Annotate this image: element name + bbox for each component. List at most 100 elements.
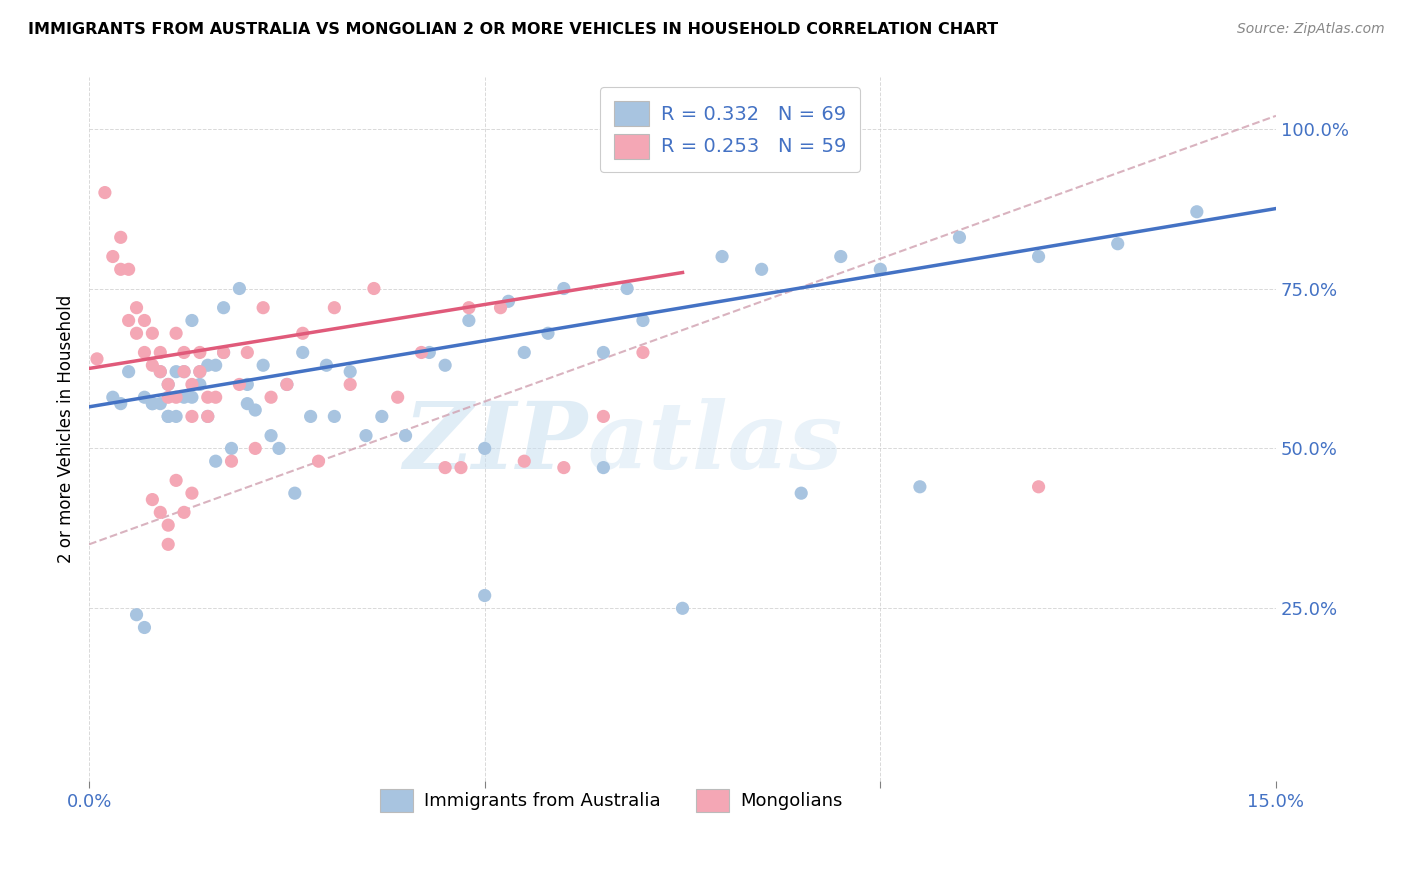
Point — [339, 365, 361, 379]
Point — [110, 230, 132, 244]
Point — [553, 281, 575, 295]
Point — [173, 365, 195, 379]
Point — [141, 326, 163, 341]
Point — [204, 454, 226, 468]
Point — [457, 301, 479, 315]
Point — [267, 442, 290, 456]
Point — [134, 345, 156, 359]
Point — [149, 365, 172, 379]
Point — [212, 345, 235, 359]
Point — [173, 390, 195, 404]
Point — [125, 607, 148, 622]
Point — [711, 250, 734, 264]
Point — [212, 301, 235, 315]
Point — [141, 397, 163, 411]
Point — [165, 326, 187, 341]
Point — [141, 358, 163, 372]
Text: ZIP: ZIP — [404, 399, 588, 488]
Point — [830, 250, 852, 264]
Point — [117, 313, 139, 327]
Point — [315, 358, 337, 372]
Point — [173, 505, 195, 519]
Point — [245, 403, 267, 417]
Point — [323, 301, 346, 315]
Point — [94, 186, 117, 200]
Point — [110, 262, 132, 277]
Point — [434, 358, 457, 372]
Point — [117, 262, 139, 277]
Point — [474, 442, 496, 456]
Point — [592, 409, 614, 424]
Point — [790, 486, 813, 500]
Point — [363, 281, 385, 295]
Point — [212, 345, 235, 359]
Point — [457, 313, 479, 327]
Point — [592, 345, 614, 359]
Point — [537, 326, 560, 341]
Point — [228, 377, 250, 392]
Point — [751, 262, 773, 277]
Point — [260, 428, 283, 442]
Point — [197, 409, 219, 424]
Point — [1107, 236, 1129, 251]
Text: atlas: atlas — [588, 399, 842, 488]
Point — [323, 409, 346, 424]
Point — [450, 460, 472, 475]
Point — [371, 409, 394, 424]
Point — [221, 454, 243, 468]
Point — [125, 326, 148, 341]
Text: Source: ZipAtlas.com: Source: ZipAtlas.com — [1237, 22, 1385, 37]
Point — [236, 377, 259, 392]
Point — [204, 358, 226, 372]
Point — [948, 230, 970, 244]
Point — [394, 428, 416, 442]
Point — [157, 409, 180, 424]
Point — [181, 377, 204, 392]
Point — [387, 390, 409, 404]
Point — [101, 390, 124, 404]
Point — [188, 365, 211, 379]
Point — [908, 480, 931, 494]
Point — [181, 390, 204, 404]
Text: IMMIGRANTS FROM AUSTRALIA VS MONGOLIAN 2 OR MORE VEHICLES IN HOUSEHOLD CORRELATI: IMMIGRANTS FROM AUSTRALIA VS MONGOLIAN 2… — [28, 22, 998, 37]
Point — [181, 486, 204, 500]
Point — [157, 377, 180, 392]
Point — [260, 390, 283, 404]
Point — [228, 281, 250, 295]
Point — [1028, 250, 1050, 264]
Point — [869, 262, 891, 277]
Point — [181, 313, 204, 327]
Point — [165, 474, 187, 488]
Point — [157, 518, 180, 533]
Point — [157, 377, 180, 392]
Point — [165, 365, 187, 379]
Point — [553, 460, 575, 475]
Y-axis label: 2 or more Vehicles in Household: 2 or more Vehicles in Household — [58, 295, 75, 564]
Point — [188, 365, 211, 379]
Point — [671, 601, 693, 615]
Point — [434, 460, 457, 475]
Point — [354, 428, 377, 442]
Point — [252, 358, 274, 372]
Point — [339, 377, 361, 392]
Point — [252, 301, 274, 315]
Point — [236, 397, 259, 411]
Point — [284, 486, 307, 500]
Point — [157, 537, 180, 551]
Point — [1028, 480, 1050, 494]
Point — [165, 390, 187, 404]
Point — [616, 281, 638, 295]
Point — [513, 345, 536, 359]
Point — [221, 442, 243, 456]
Point — [245, 442, 267, 456]
Point — [173, 345, 195, 359]
Point — [308, 454, 330, 468]
Point — [134, 390, 156, 404]
Point — [204, 390, 226, 404]
Point — [157, 390, 180, 404]
Point — [125, 301, 148, 315]
Point — [134, 313, 156, 327]
Point — [631, 345, 654, 359]
Point — [474, 589, 496, 603]
Point — [299, 409, 322, 424]
